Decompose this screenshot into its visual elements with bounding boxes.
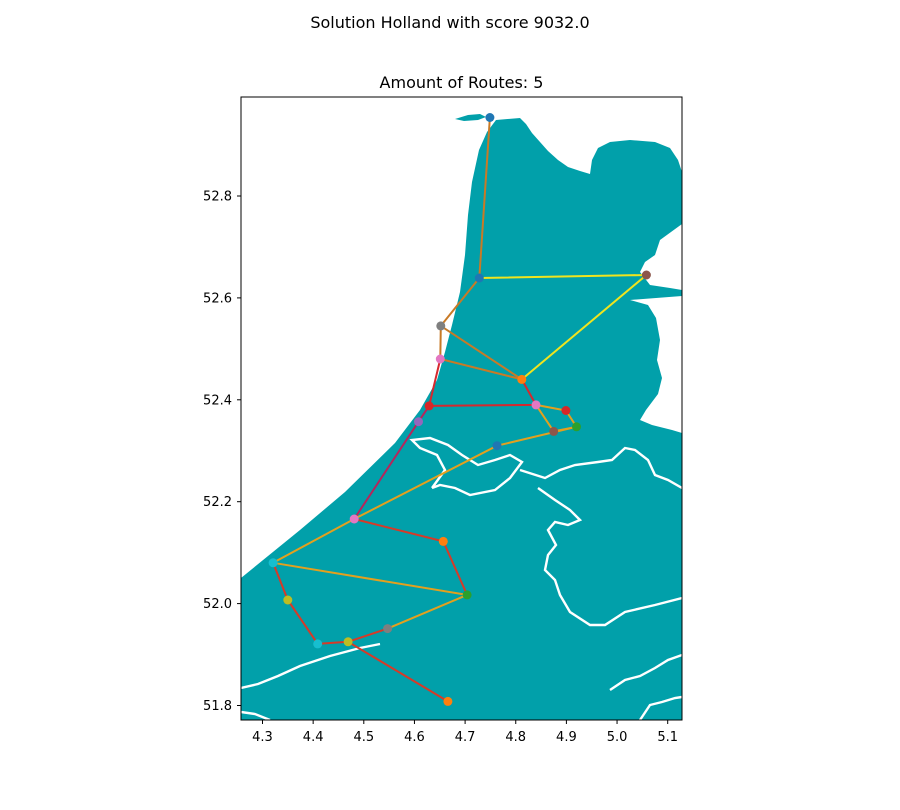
route-line [347, 640, 449, 703]
station-marker [549, 426, 559, 436]
station-marker [517, 374, 527, 384]
x-tick-label: 4.5 [353, 730, 374, 745]
y-tick-label: 52.6 [203, 291, 232, 306]
station-marker [383, 624, 393, 634]
station-marker [435, 354, 445, 364]
station-marker [313, 639, 323, 649]
x-axis: 4.3 4.4 4.5 4.6 4.7 4.8 4.9 5.0 5.1 [252, 720, 678, 745]
x-tick-label: 4.8 [505, 730, 526, 745]
axes-title: Amount of Routes: 5 [379, 73, 544, 92]
river [409, 436, 524, 497]
figure-title: Solution Holland with score 9032.0 [310, 13, 590, 32]
land-mass [241, 118, 682, 720]
river [519, 446, 682, 490]
station-marker [561, 406, 571, 415]
x-tick-label: 4.7 [455, 730, 476, 745]
river [639, 695, 682, 720]
route-line [427, 358, 538, 407]
river [241, 710, 271, 720]
x-tick-label: 4.3 [252, 730, 273, 745]
station-marker [641, 270, 651, 280]
x-tick-label: 4.6 [404, 730, 425, 745]
station-marker [492, 441, 502, 451]
station-marker [349, 514, 359, 524]
axes-frame [240, 96, 683, 721]
y-tick-label: 51.8 [203, 699, 232, 714]
station-marker [414, 417, 423, 427]
station-marker [283, 595, 293, 605]
y-tick-label: 52.0 [203, 597, 232, 612]
y-tick-label: 52.2 [203, 495, 232, 510]
wadden-island [455, 114, 486, 121]
y-tick-label: 52.4 [203, 393, 232, 408]
x-tick-label: 5.0 [607, 730, 628, 745]
station-marker [485, 113, 495, 122]
water-cutout [630, 296, 682, 433]
river [537, 487, 682, 627]
map-area [241, 113, 682, 720]
station-marker [268, 558, 278, 568]
station-marker [474, 273, 484, 283]
x-tick-label: 4.4 [303, 730, 324, 745]
y-axis: 51.8 52.0 52.2 52.4 52.6 52.8 [203, 190, 241, 714]
x-tick-label: 4.9 [556, 730, 577, 745]
station-marker [531, 400, 541, 410]
station-marker [343, 637, 353, 647]
station-marker [438, 536, 448, 546]
x-tick-label: 5.1 [657, 730, 678, 745]
station-marker [462, 590, 472, 600]
station-marker [443, 696, 453, 706]
station-marker [436, 321, 446, 331]
river [609, 653, 682, 691]
station-marker [572, 422, 581, 432]
station-marker [424, 401, 434, 411]
route-line [439, 117, 523, 381]
stations-layer [268, 113, 651, 706]
y-tick-label: 52.8 [203, 190, 232, 205]
route-line [270, 425, 577, 630]
